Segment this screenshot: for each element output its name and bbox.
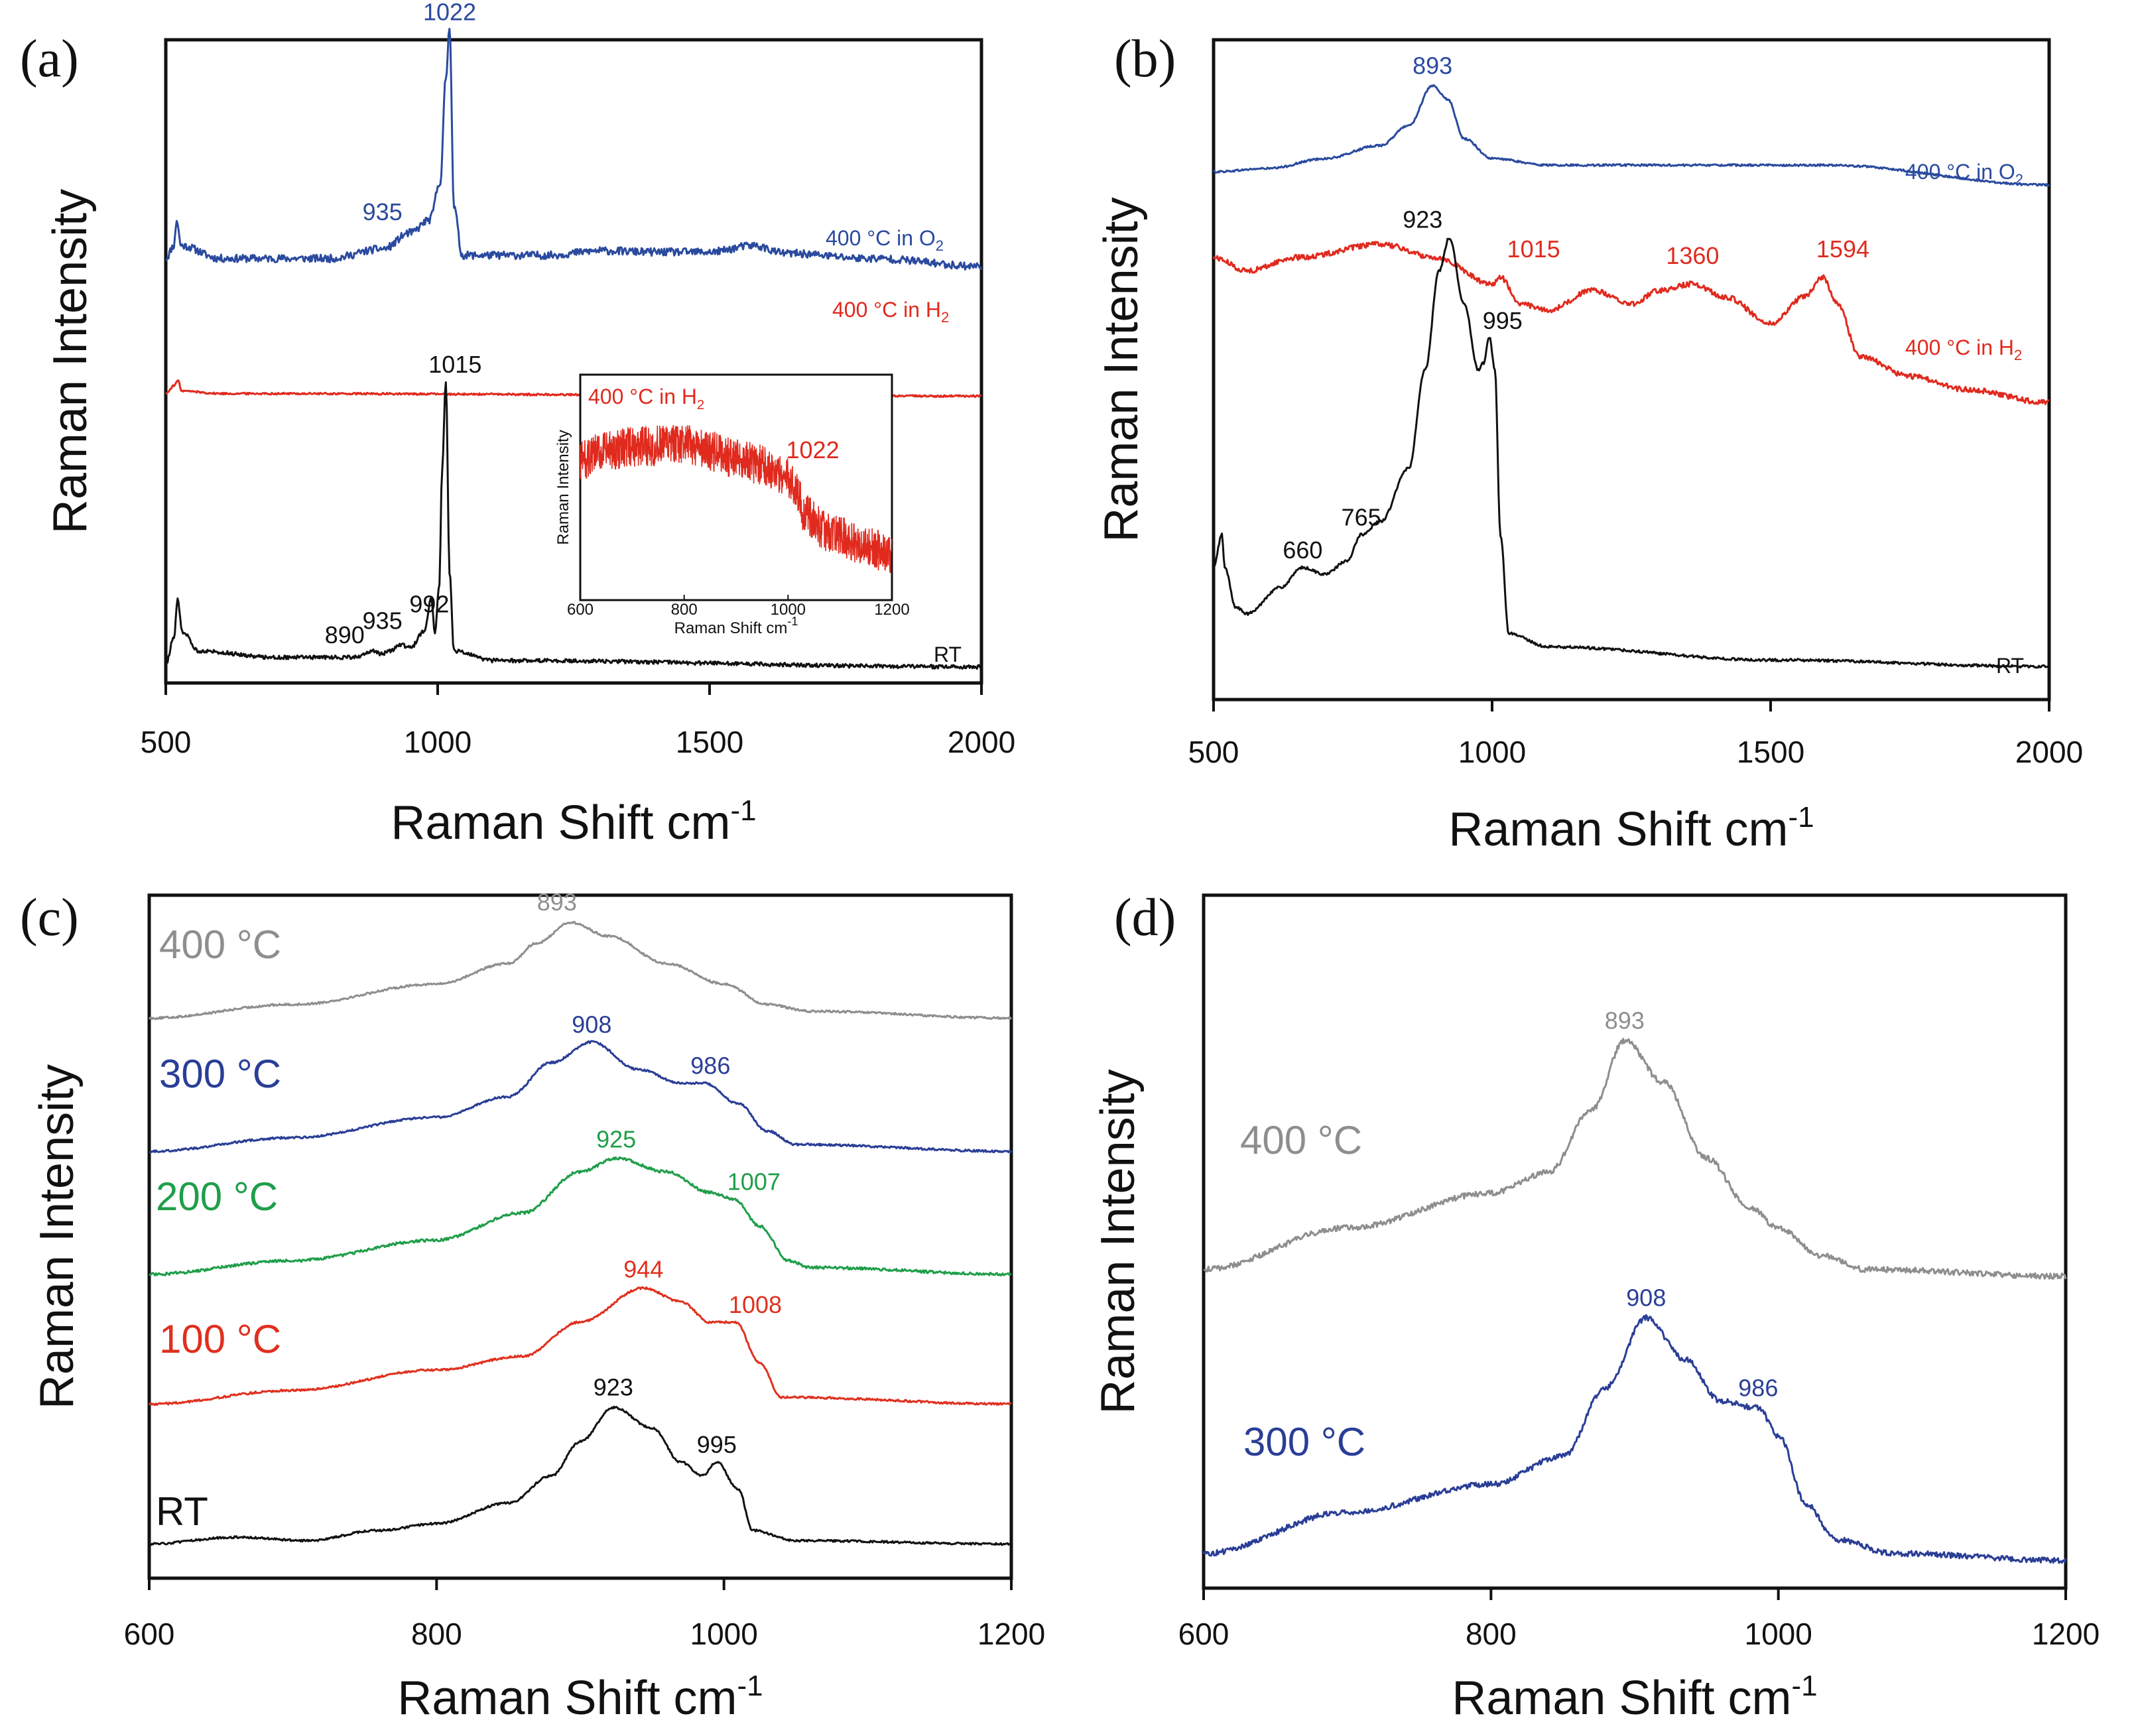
x-axis-title: Raman Shift cm-1 [1452,1670,1817,1725]
peak-label: 995 [697,1431,737,1458]
chart-panel-c: (c) 600 800 1000 1200 Raman Shift cm-1 Raman I… [20,889,1045,1725]
series-label: 200 °C [156,1174,278,1219]
inset-tick-label: 800 [671,601,698,619]
plot-frame [147,893,1013,1580]
x-tick-label: 600 [1178,1617,1229,1651]
chart-panel-b: (b) 500 1000 1500 2000 Raman Shift cm-1 Raman … [1095,30,2083,856]
x-tick-label: 500 [141,725,192,759]
y-axis-title: Raman Intensity [44,189,97,534]
y-axis-title: Raman Intensity [31,1064,84,1409]
chart-panel-a: (a) 500 1000 1500 2000 Raman Shift cm-1 Raman … [20,0,1015,849]
peak-label: 925 [596,1126,636,1153]
series-label: 400 °C in H2 [1905,336,2022,363]
series-label: RT [934,643,962,666]
peak-label: 935 [363,607,403,635]
series-line [1203,1038,2067,1280]
x-tick-label: 500 [1188,735,1239,769]
peak-label: 893 [537,889,577,916]
series-line [1202,1314,2067,1564]
series-label: RT [156,1489,208,1534]
x-tick-label: 2000 [948,725,1015,759]
inset-tick-label: 1200 [874,601,909,619]
plot-frame [1202,893,2068,1590]
peak-label: 660 [1283,536,1322,564]
panel-label: (b) [1114,30,1176,88]
peak-label: 923 [1403,206,1442,233]
series-line [148,920,1013,1021]
peak-label: 765 [1342,503,1381,530]
series-label: 400 °C in H2 [832,298,949,326]
peak-label: 893 [1605,1007,1645,1034]
x-tick-label: 1000 [1744,1617,1812,1651]
x-tick-label: 1200 [977,1617,1045,1651]
inset-series-label: 400 °C in H2 [588,385,704,412]
y-axis-title: Raman Intensity [1092,1069,1145,1414]
peak-label: 995 [1483,307,1523,334]
series-label: 400 °C in O2 [1905,160,2023,188]
series-line [149,1405,1012,1546]
inset-tick-label: 1000 [771,601,806,619]
x-axis-title: Raman Shift cm-1 [391,794,756,849]
plot-frame [1212,38,2051,702]
panel-label: (c) [20,889,79,947]
peak-label: 890 [325,621,365,649]
series-line [148,1156,1012,1276]
panel-label: (a) [20,30,79,88]
inset-series-line [580,424,893,574]
peak-label: 908 [1626,1284,1666,1311]
inset-x-title: Raman Shift cm-1 [674,615,798,637]
peak-label: 1008 [729,1291,782,1318]
series-line [1212,237,2050,669]
peak-label: 992 [409,591,449,618]
series-label: 300 °C [1243,1420,1365,1464]
plot-frame [164,38,983,685]
inset-y-title: Raman Intensity [554,430,572,544]
peak-label: 1594 [1816,235,1869,263]
x-tick-label: 800 [411,1617,462,1651]
series-line [148,1286,1012,1406]
peak-label: 986 [690,1052,730,1079]
chart-panel-d: (d) 600 800 1000 1200 Raman Shift cm-1 Raman I… [1092,889,2100,1725]
series-label: RT [1996,654,2024,678]
peak-label: 944 [623,1255,663,1282]
peak-label: 935 [363,198,403,225]
series-line [149,1040,1013,1154]
series-line [165,27,983,271]
series-line [1213,84,2050,187]
series-label: 400 °C in O2 [826,226,944,254]
y-axis-title: Raman Intensity [1095,197,1148,542]
x-tick-label: 2000 [2015,735,2083,769]
series-label: 100 °C [159,1317,281,1361]
peak-label: 1022 [423,0,476,26]
series-label: 400 °C [159,922,281,967]
x-tick-label: 1200 [2032,1617,2100,1651]
inset-frame [579,373,893,601]
peak-label: 908 [572,1011,611,1038]
x-axis-title: Raman Shift cm-1 [1448,801,1814,856]
x-tick-label: 1500 [1737,735,1804,769]
x-axis-title: Raman Shift cm-1 [397,1670,763,1725]
series-line [1212,241,2050,405]
series-line [164,381,983,670]
x-tick-label: 1000 [404,725,472,759]
x-tick-label: 800 [1466,1617,1517,1651]
x-tick-label: 1000 [1458,735,1526,769]
x-tick-label: 1500 [676,725,743,759]
peak-label: 893 [1413,52,1452,80]
peak-label: 986 [1738,1374,1778,1401]
inset-tick-label: 600 [567,601,594,619]
inset-chart: 600 800 1000 1200 Raman Shift cm-1 Raman Inte… [554,373,910,637]
series-label: 300 °C [159,1052,281,1096]
inset-peak-label: 1022 [786,436,840,464]
peak-label: 923 [594,1374,633,1401]
x-tick-label: 1000 [690,1617,757,1651]
peak-label: 1015 [1507,235,1560,263]
peak-label: 1007 [727,1168,781,1195]
peak-label: 1015 [428,351,481,378]
peak-label: 1360 [1666,242,1719,269]
panel-label: (d) [1114,889,1176,947]
series-label: 400 °C [1240,1118,1362,1162]
x-tick-label: 600 [124,1617,175,1651]
